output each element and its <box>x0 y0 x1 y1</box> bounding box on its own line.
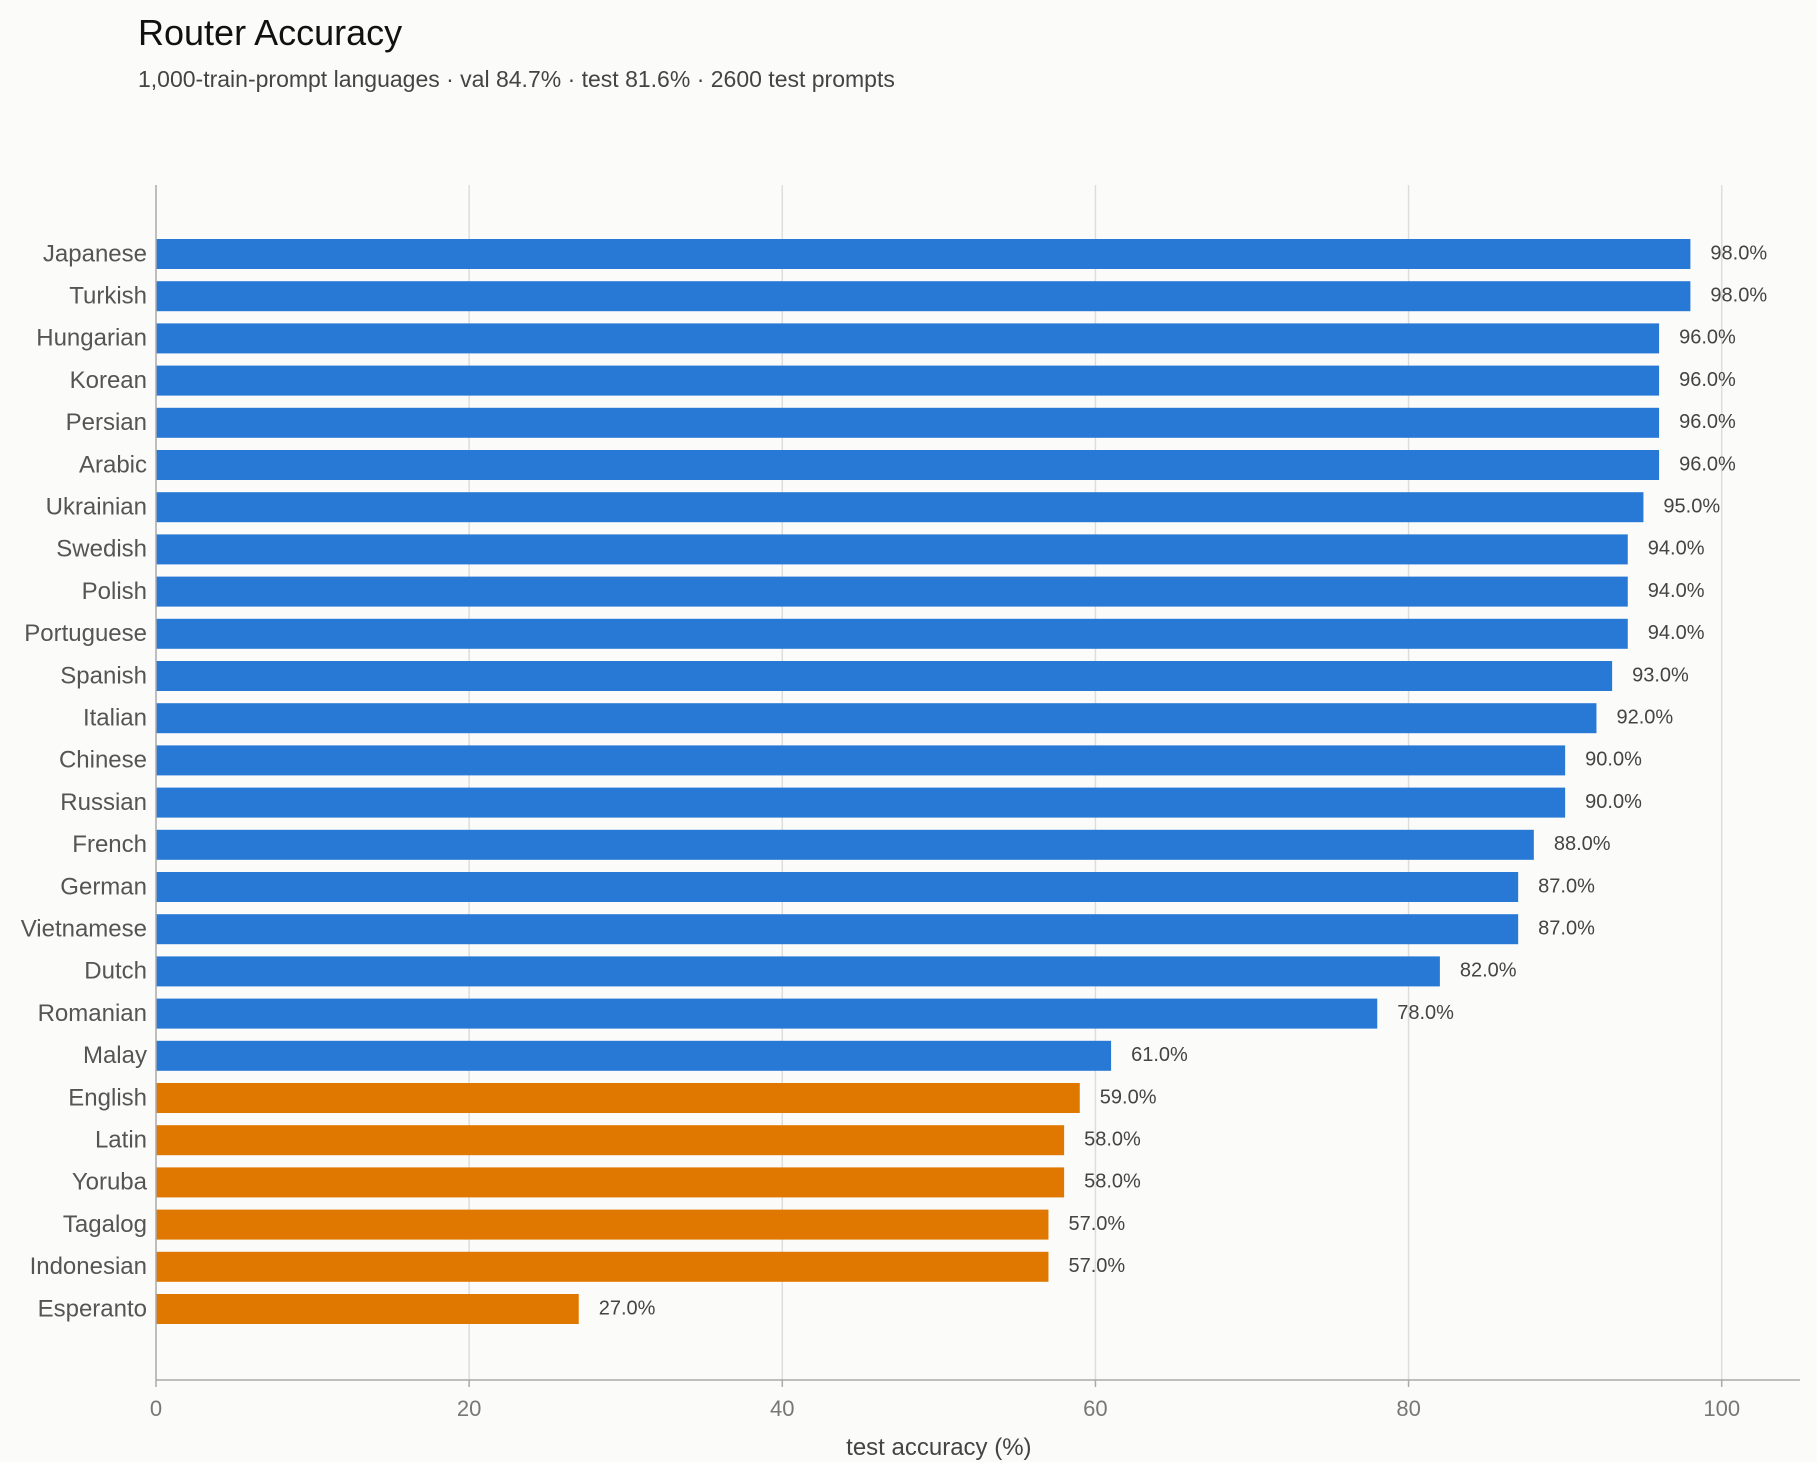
value-label: 88.0% <box>1554 833 1611 855</box>
x-tick-label: 20 <box>457 1396 481 1421</box>
category-label: Italian <box>83 705 147 732</box>
bar <box>156 281 1691 312</box>
value-label: 96.0% <box>1679 369 1736 391</box>
category-label: Latin <box>95 1127 147 1154</box>
x-tick-label: 100 <box>1703 1396 1740 1421</box>
value-label: 87.0% <box>1538 875 1595 897</box>
value-label: 82.0% <box>1460 960 1517 982</box>
category-labels: Japanese Turkish Hungarian Korean Persian Ara… <box>21 240 148 1322</box>
bar <box>156 787 1566 818</box>
bar <box>156 323 1660 354</box>
value-label: 90.0% <box>1585 749 1642 771</box>
value-label: 58.0% <box>1084 1171 1141 1193</box>
value-label: 94.0% <box>1648 622 1705 644</box>
value-label: 94.0% <box>1648 538 1705 560</box>
chart-title: Router Accuracy <box>138 12 403 53</box>
value-label: 93.0% <box>1632 664 1689 686</box>
category-label: Spanish <box>60 662 147 689</box>
category-label: Persian <box>66 409 147 436</box>
category-label: Arabic <box>79 451 147 478</box>
value-labels: 98.0% 98.0% 96.0% 96.0% 96.0% 96.0% 95.0% 94.0%… <box>599 242 1768 1319</box>
bar <box>156 1294 579 1324</box>
bar <box>156 576 1628 607</box>
category-label: Esperanto <box>38 1295 147 1322</box>
bar <box>156 745 1566 776</box>
category-label: Chinese <box>59 747 147 774</box>
bar <box>156 829 1534 860</box>
category-label: Korean <box>70 367 147 394</box>
bar <box>156 1083 1080 1113</box>
bar <box>156 618 1628 649</box>
category-label: Polish <box>82 578 147 605</box>
category-label: Tagalog <box>63 1211 147 1238</box>
bar <box>156 534 1628 565</box>
category-label: Yoruba <box>72 1169 148 1196</box>
category-label: Japanese <box>43 240 147 267</box>
bar <box>156 492 1644 523</box>
bar <box>156 1251 1049 1282</box>
bar <box>156 872 1519 902</box>
value-label: 58.0% <box>1084 1128 1141 1150</box>
value-label: 59.0% <box>1100 1086 1157 1108</box>
x-tick-label: 0 <box>150 1396 162 1421</box>
value-label: 95.0% <box>1663 495 1720 517</box>
value-label: 78.0% <box>1397 1002 1454 1024</box>
value-label: 57.0% <box>1068 1213 1125 1235</box>
category-label: Malay <box>83 1042 147 1069</box>
category-label: Dutch <box>84 958 147 985</box>
category-label: French <box>72 831 147 858</box>
category-label: German <box>60 873 147 900</box>
value-label: 98.0% <box>1710 284 1767 306</box>
bar <box>156 407 1660 438</box>
value-label: 96.0% <box>1679 411 1736 433</box>
bar <box>156 239 1691 269</box>
chart-subtitle: 1,000-train-prompt languages · val 84.7%… <box>138 66 895 92</box>
x-tick-label: 80 <box>1396 1396 1420 1421</box>
gridlines <box>468 185 1723 1380</box>
value-label: 98.0% <box>1710 242 1767 264</box>
value-label: 27.0% <box>599 1297 656 1319</box>
axes: 0 20 40 60 80 100 <box>150 185 1800 1421</box>
bar <box>156 914 1519 945</box>
bar <box>156 1167 1065 1198</box>
category-label: Ukrainian <box>46 494 147 521</box>
bar <box>156 1209 1049 1240</box>
value-label: 94.0% <box>1648 580 1705 602</box>
bar <box>156 1040 1112 1071</box>
bars <box>156 239 1691 1324</box>
bar <box>156 956 1440 987</box>
value-label: 61.0% <box>1131 1044 1188 1066</box>
x-tick-label: 60 <box>1083 1396 1107 1421</box>
value-label: 87.0% <box>1538 917 1595 939</box>
value-label: 96.0% <box>1679 327 1736 349</box>
category-label: Russian <box>60 789 147 816</box>
category-label: Swedish <box>56 536 147 563</box>
x-axis-title: test accuracy (%) <box>846 1434 1031 1461</box>
value-label: 90.0% <box>1585 791 1642 813</box>
category-label: Vietnamese <box>21 916 147 943</box>
bar <box>156 365 1660 396</box>
bar <box>156 450 1660 480</box>
value-label: 92.0% <box>1616 706 1673 728</box>
x-tick-label: 40 <box>770 1396 794 1421</box>
category-label: Portuguese <box>24 620 147 647</box>
category-label: English <box>68 1084 147 1111</box>
bar <box>156 1125 1065 1156</box>
value-label: 96.0% <box>1679 453 1736 475</box>
category-label: Romanian <box>38 1000 147 1027</box>
category-label: Indonesian <box>30 1253 147 1280</box>
bar <box>156 998 1378 1029</box>
bar <box>156 703 1597 734</box>
category-label: Hungarian <box>36 325 147 352</box>
category-label: Turkish <box>69 283 147 310</box>
value-label: 57.0% <box>1068 1255 1125 1277</box>
bar <box>156 661 1613 691</box>
